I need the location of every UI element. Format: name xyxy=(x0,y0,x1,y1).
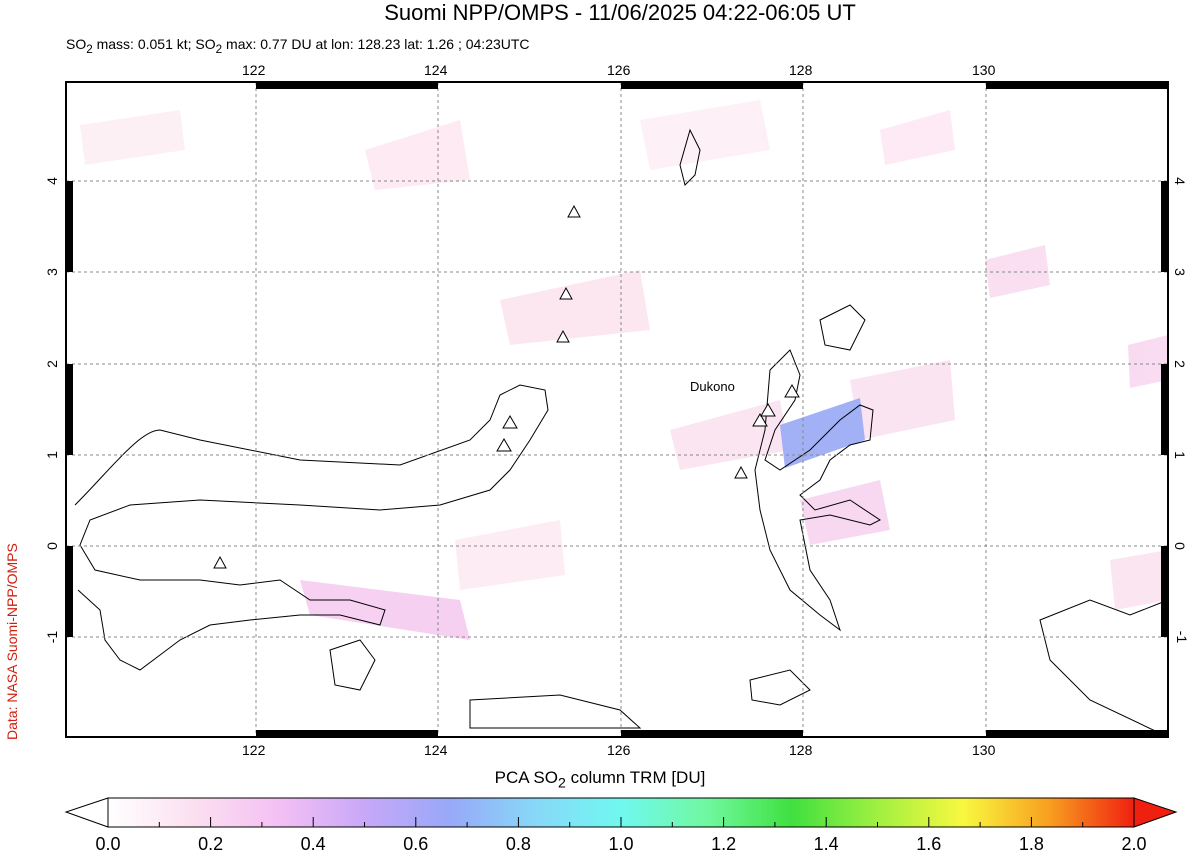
lat-tick: 0 xyxy=(1171,542,1188,550)
lat-tick: -1 xyxy=(1174,630,1191,644)
lon-tick: 126 xyxy=(607,742,631,758)
lat-tick: 1 xyxy=(1171,451,1188,459)
lat-tick: 0 xyxy=(43,542,60,550)
lon-tick: 122 xyxy=(242,742,266,758)
new-guinea-coast xyxy=(1039,599,1169,738)
lat-tick: 4 xyxy=(43,177,60,185)
halmahera-coast xyxy=(754,349,881,632)
colorbar-tick-label: 0.2 xyxy=(198,834,224,854)
lat-tick: 3 xyxy=(43,268,60,276)
map-frame xyxy=(65,81,1169,738)
map-subtitle: SO2 mass: 0.051 kt; SO2 max: 0.77 DU at … xyxy=(66,36,530,56)
colorbar-tick-label: 2.0 xyxy=(1121,834,1147,854)
sulawesi-coast xyxy=(74,384,549,671)
morotai-island xyxy=(819,304,866,351)
lon-tick: 124 xyxy=(424,62,448,78)
lat-tick: -1 xyxy=(44,630,61,644)
volcano-label-dukono: Dukono xyxy=(690,379,735,394)
lat-tick: 3 xyxy=(1171,268,1188,276)
coastlines xyxy=(74,128,1169,738)
sula-island xyxy=(469,694,642,729)
lon-tick: 124 xyxy=(424,742,448,758)
lon-tick: 130 xyxy=(972,62,996,78)
buton-island xyxy=(329,639,376,691)
colorbar xyxy=(64,797,1178,828)
colorbar-tick-label: 1.2 xyxy=(711,834,737,854)
lat-tick: 2 xyxy=(43,360,60,368)
colorbar-tick-label: 0.4 xyxy=(300,834,326,854)
colorbar-tick-label: 0.6 xyxy=(403,834,429,854)
lon-tick: 128 xyxy=(789,62,813,78)
lat-tick: 2 xyxy=(1171,360,1188,368)
colorbar-tick-label: 1.8 xyxy=(1018,834,1044,854)
lat-tick: 1 xyxy=(43,451,60,459)
colorbar-over-arrow xyxy=(1133,797,1178,828)
lat-tick: 4 xyxy=(1171,177,1188,185)
colorbar-under-arrow xyxy=(64,797,109,828)
lon-tick: 126 xyxy=(607,62,631,78)
volcano-markers xyxy=(213,204,800,569)
so2-max-patch xyxy=(780,398,865,468)
colorbar-title: PCA SO2 column TRM [DU] xyxy=(494,768,706,792)
lon-tick: 130 xyxy=(972,742,996,758)
colorbar-tick-label: 1.6 xyxy=(916,834,942,854)
lon-tick: 128 xyxy=(789,742,813,758)
obi-island xyxy=(749,669,811,706)
sangihe-islands xyxy=(679,128,701,186)
colorbar-tick-label: 0.0 xyxy=(95,834,121,854)
map-title: Suomi NPP/OMPS - 11/06/2025 04:22-06:05 … xyxy=(384,0,856,25)
map: Dukono xyxy=(65,81,1169,738)
colorbar-tick-label: 0.8 xyxy=(505,834,531,854)
lon-tick: 122 xyxy=(242,62,266,78)
colorbar-tick-label: 1.0 xyxy=(608,834,634,854)
colorbar-tick-label: 1.4 xyxy=(813,834,839,854)
graticule xyxy=(66,82,1168,737)
